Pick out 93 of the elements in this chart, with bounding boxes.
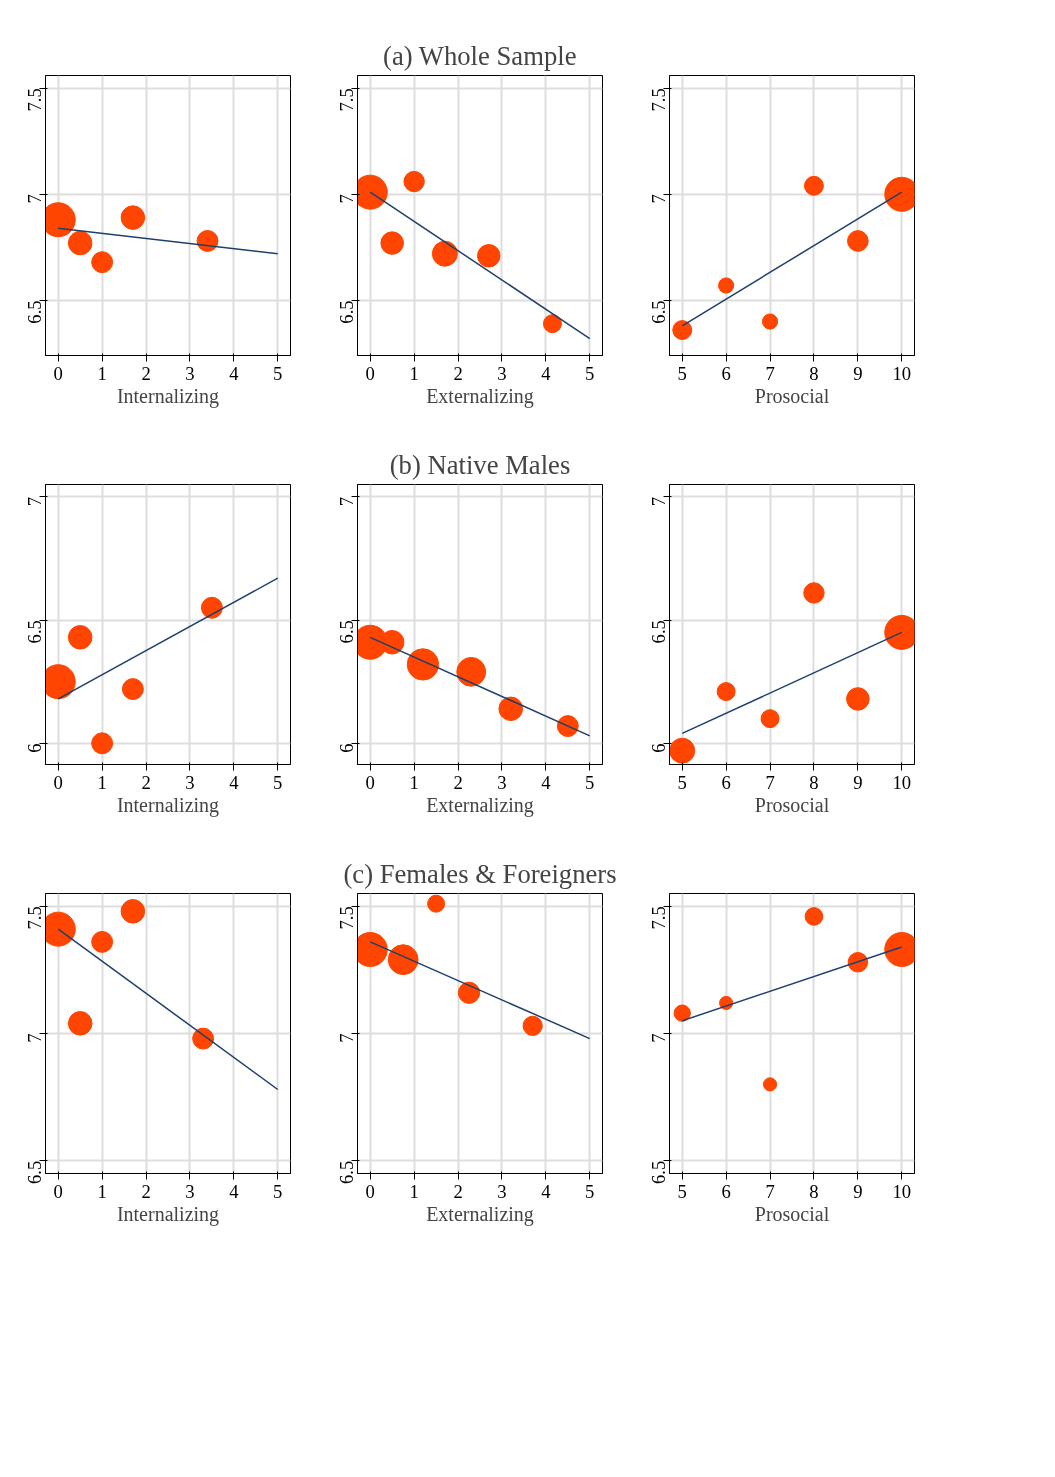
x-tick-label: 2 [141,771,151,793]
x-tick-label: 0 [53,1180,63,1202]
x-axis-title: Internalizing [116,384,220,408]
x-tick-label: 4 [541,1180,552,1202]
y-tick-label: 7 [336,1033,357,1043]
x-tick-label: 7 [765,771,775,793]
x-tick-label: 0 [53,771,63,793]
x-tick-label: 5 [677,362,687,384]
x-axis-title: Internalizing [116,793,220,817]
y-tick-label: 6.5 [24,620,45,644]
y-tick-label: 7.5 [24,88,45,112]
x-axis-title: Prosocial [754,1202,830,1225]
x-tick-label: 4 [229,771,240,793]
x-tick-label: 9 [853,362,863,384]
x-tick-label: 1 [409,771,419,793]
y-tick-label: 6 [336,743,357,753]
x-tick-label: 2 [453,1180,463,1202]
y-tick-label: 6.5 [24,300,45,324]
x-tick-label: 10 [892,1180,912,1202]
x-tick-label: 7 [765,1180,775,1202]
x-tick-label: 5 [273,1180,283,1202]
y-tick-label: 7.5 [24,906,45,930]
x-tick-label: 0 [53,362,63,384]
x-tick-label: 3 [185,771,195,793]
y-tick-label: 6.5 [648,620,669,644]
x-tick-label: 2 [141,1180,151,1202]
x-tick-label: 10 [892,362,912,384]
x-tick-label: 3 [497,771,507,793]
y-tick-label: 6.5 [24,1160,45,1185]
x-tick-label: 5 [585,362,595,384]
x-tick-label: 4 [541,362,552,384]
y-tick-label: 7 [648,1033,669,1043]
x-tick-label: 8 [809,1180,819,1202]
x-tick-label: 2 [453,771,463,793]
x-tick-label: 5 [273,362,283,384]
x-tick-label: 1 [409,362,419,384]
y-tick-label: 7.5 [336,906,357,930]
x-tick-label: 1 [97,771,107,793]
x-tick-label: 0 [365,362,375,384]
x-tick-label: 0 [365,771,375,793]
y-tick-label: 6.5 [336,620,357,644]
x-tick-label: 1 [97,362,107,384]
x-axis-title: Externalizing [426,793,534,817]
y-tick-label: 7 [24,194,45,204]
y-tick-label: 7.5 [336,88,357,112]
chart-title: (c) Females & Foreigners [343,858,617,889]
y-tick-label: 7.5 [648,88,669,112]
x-tick-label: 9 [853,1180,863,1202]
y-tick-label: 6.5 [336,1160,357,1185]
chart-title: (a) Whole Sample [383,40,577,71]
x-axis-title: Internalizing [116,1202,220,1226]
x-tick-label: 1 [97,1180,107,1202]
x-tick-label: 8 [809,771,819,793]
y-tick-label: 6.5 [336,300,357,324]
y-tick-label: 6 [648,743,669,753]
x-tick-label: 2 [453,362,463,384]
x-tick-label: 9 [853,771,863,793]
x-tick-label: 0 [365,1180,375,1202]
x-tick-label: 7 [765,362,775,384]
x-tick-label: 4 [229,1180,240,1202]
x-tick-label: 4 [229,362,240,384]
x-axis-title: Externalizing [426,384,534,408]
x-axis-title: Externalizing [426,1202,534,1226]
y-tick-label: 6 [24,743,45,753]
y-tick-label: 7 [336,194,357,204]
x-tick-label: 5 [677,771,687,793]
x-tick-label: 3 [497,362,507,384]
x-tick-label: 5 [585,1180,595,1202]
y-tick-label: 7 [336,496,357,507]
y-tick-label: 7 [24,496,45,507]
y-tick-label: 7 [648,194,669,204]
y-tick-label: 7 [24,1033,45,1043]
y-tick-label: 6.5 [648,300,669,324]
x-tick-label: 10 [892,771,912,793]
x-tick-label: 5 [273,771,283,793]
x-tick-label: 5 [585,771,595,793]
y-tick-label: 7.5 [648,906,669,930]
x-axis-title: Prosocial [754,793,830,816]
x-tick-label: 1 [409,1180,419,1202]
x-tick-label: 3 [497,1180,507,1202]
x-tick-label: 3 [185,362,195,384]
x-tick-label: 8 [809,362,819,384]
y-tick-label: 6.5 [648,1160,669,1185]
x-tick-label: 6 [721,771,731,793]
x-tick-label: 3 [185,1180,195,1202]
x-tick-label: 6 [721,362,731,384]
x-axis-title: Prosocial [754,384,830,407]
x-tick-label: 4 [541,771,552,793]
y-tick-label: 7 [648,496,669,507]
x-tick-label: 2 [141,362,151,384]
chart-title: (b) Native Males [389,449,571,480]
x-tick-label: 6 [721,1180,731,1202]
x-tick-label: 5 [677,1180,687,1202]
